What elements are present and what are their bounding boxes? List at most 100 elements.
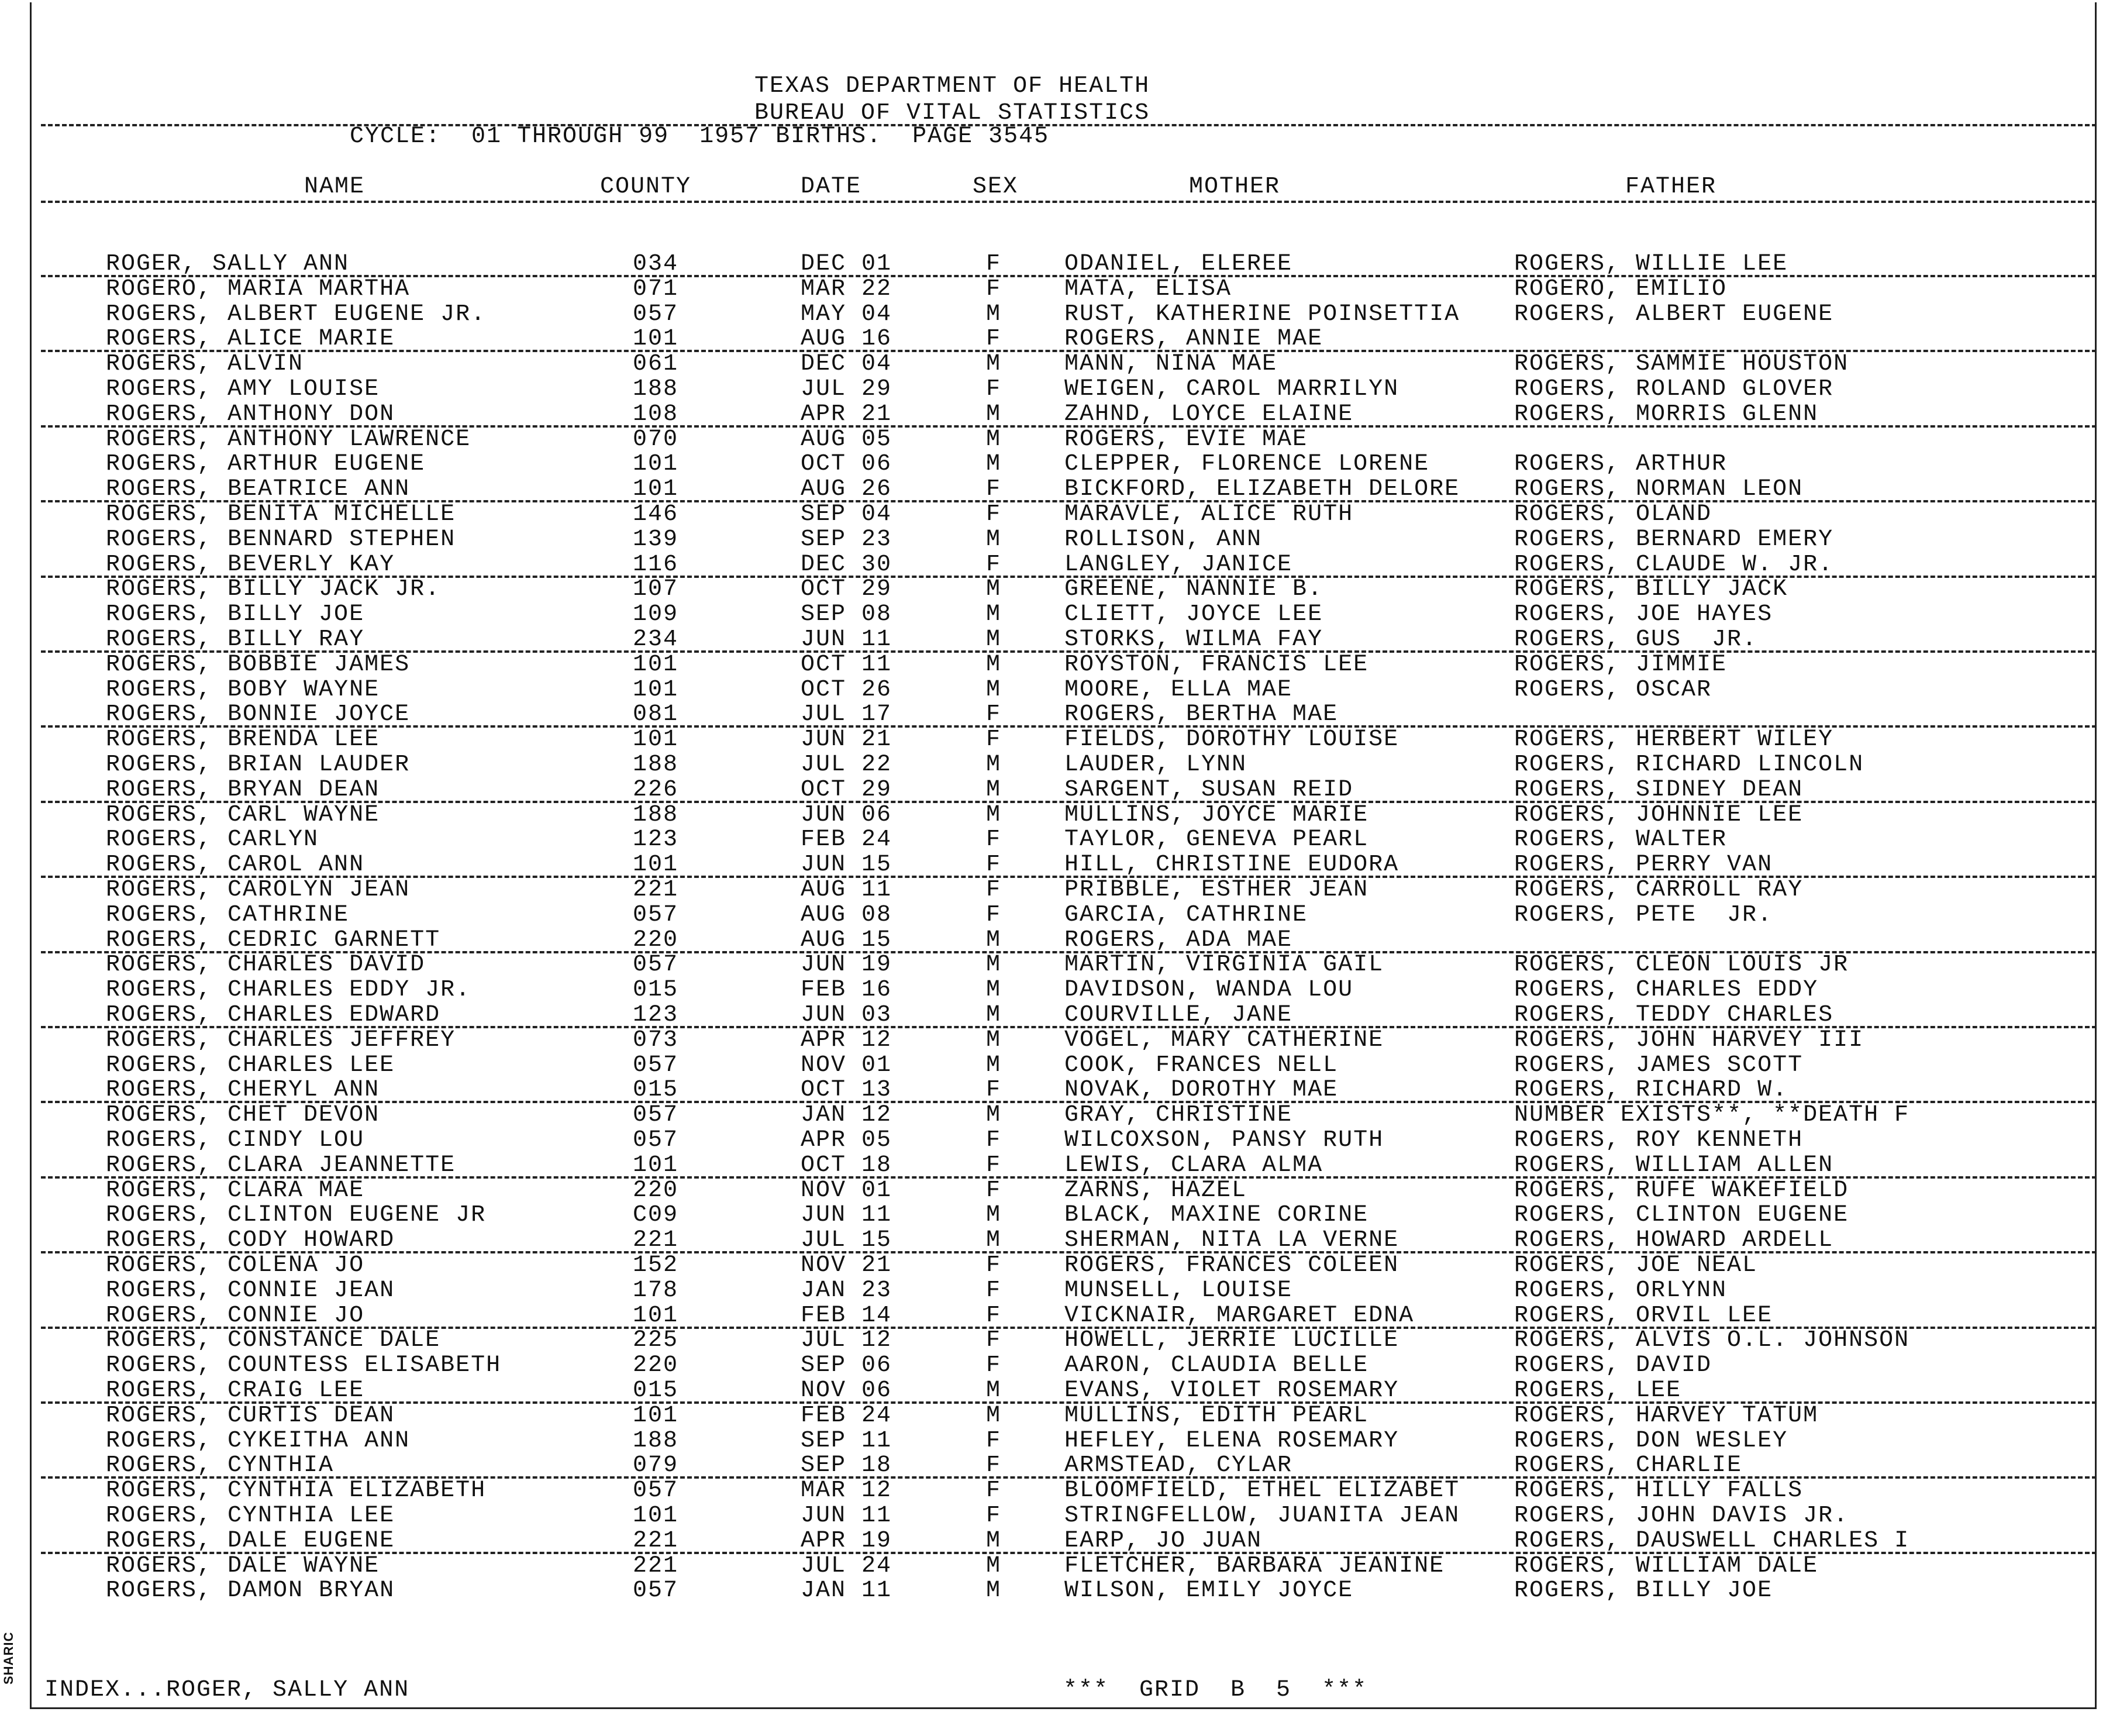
cell-date: DEC 30 (801, 551, 892, 578)
cell-name: ROGERS, BILLY RAY (106, 626, 365, 653)
cell-father: ROGERS, CLINTON EUGENE (1514, 1202, 1849, 1229)
cell-county: 057 (633, 1477, 679, 1504)
cell-date: JUL 24 (801, 1552, 892, 1579)
cell-name: ROGERS, CONSTANCE DALE (106, 1327, 441, 1354)
cell-mother: VOGEL, MARY CATHERINE (1064, 1027, 1384, 1053)
cell-mother: PRIBBLE, ESTHER JEAN (1064, 877, 1369, 903)
cell-name: ROGERS, CONNIE JO (106, 1302, 365, 1329)
cell-mother: ARMSTEAD, CYLAR (1064, 1452, 1293, 1479)
cell-mother: ZAHND, LOYCE ELAINE (1064, 401, 1354, 428)
cell-county: 057 (633, 1102, 679, 1129)
cell-sex: F (986, 826, 1002, 853)
cell-sex: M (986, 1227, 1002, 1254)
cell-mother: MULLINS, EDITH PEARL (1064, 1402, 1369, 1429)
cell-county: 116 (633, 551, 679, 578)
cell-county: 081 (633, 701, 679, 728)
cell-name: ROGERS, AMY LOUISE (106, 376, 380, 402)
cell-name: ROGERS, CAROL ANN (106, 852, 365, 879)
cell-date: AUG 15 (801, 926, 892, 953)
cell-county: 101 (633, 1402, 679, 1429)
cell-mother: ZARNS, HAZEL (1064, 1177, 1247, 1204)
cell-county: 152 (633, 1252, 679, 1279)
cell-sex: M (986, 1527, 1002, 1554)
cell-father: ROGERS, RUFE WAKEFIELD (1514, 1177, 1849, 1204)
row-divider (41, 800, 2097, 803)
cell-date: AUG 16 (801, 326, 892, 353)
cell-county: 146 (633, 501, 679, 528)
cell-mother: MARTIN, VIRGINIA GAIL (1064, 952, 1384, 979)
cell-mother: ROGERS, EVIE MAE (1064, 426, 1308, 453)
row-divider (41, 575, 2097, 578)
cell-county: 101 (633, 852, 679, 879)
cell-date: JUN 19 (801, 952, 892, 979)
cell-county: 188 (633, 752, 679, 778)
cell-mother: HOWELL, JERRIE LUCILLE (1064, 1327, 1400, 1354)
cell-name: ROGERS, BRIAN LAUDER (106, 752, 411, 778)
cell-date: JUN 03 (801, 1002, 892, 1028)
cell-sex: M (986, 776, 1002, 803)
cell-date: SEP 04 (801, 501, 892, 528)
cell-name: ROGERS, ANTHONY DON (106, 401, 395, 428)
cell-mother: BICKFORD, ELIZABETH DELORE (1064, 476, 1460, 503)
cell-name: ROGERS, CHARLES JEFFREY (106, 1027, 456, 1053)
cell-sex: M (986, 1377, 1002, 1404)
cell-name: ROGERS, DAMON BRYAN (106, 1577, 395, 1604)
cell-mother: GARCIA, CATHRINE (1064, 901, 1308, 928)
cell-sex: F (986, 1477, 1002, 1504)
cell-sex: M (986, 1202, 1002, 1229)
cell-father: ROGERS, GUS JR. (1514, 626, 1758, 653)
cell-name: ROGERS, BRYAN DEAN (106, 776, 380, 803)
cell-mother: WEIGEN, CAROL MARRILYN (1064, 376, 1400, 402)
cell-county: 101 (633, 1302, 679, 1329)
row-divider (41, 500, 2097, 503)
divider (41, 201, 2097, 203)
cell-county: 101 (633, 676, 679, 703)
cell-father: ROGERS, DAUSWELL CHARLES I (1514, 1527, 1910, 1554)
cell-father: ROGERS, TEDDY CHARLES (1514, 1002, 1834, 1028)
cell-name: ROGERS, DALE WAYNE (106, 1552, 380, 1579)
cell-sex: F (986, 275, 1002, 302)
cell-date: JAN 12 (801, 1102, 892, 1129)
cell-county: 221 (633, 1527, 679, 1554)
cell-name: ROGERS, CHERYL ANN (106, 1077, 380, 1104)
cell-mother: ROGERS, BERTHA MAE (1064, 701, 1339, 728)
cell-sex: M (986, 752, 1002, 778)
cell-mother: ROGERS, FRANCES COLEEN (1064, 1252, 1400, 1279)
cell-sex: F (986, 701, 1002, 728)
cell-mother: MARAVLE, ALICE RUTH (1064, 501, 1354, 528)
cell-name: ROGERS, BEVERLY KAY (106, 551, 395, 578)
cell-mother: DAVIDSON, WANDA LOU (1064, 977, 1354, 1004)
row-divider (41, 650, 2097, 653)
cell-mother: EARP, JO JUAN (1064, 1527, 1263, 1554)
cell-date: OCT 06 (801, 451, 892, 478)
cell-county: 108 (633, 401, 679, 428)
cell-father: ROGERS, LEE (1514, 1377, 1682, 1404)
cell-father: ROGERS, OSCAR (1514, 676, 1712, 703)
cell-sex: F (986, 901, 1002, 928)
cell-sex: M (986, 952, 1002, 979)
cell-sex: F (986, 1503, 1002, 1529)
row-divider (41, 1551, 2097, 1554)
cell-date: OCT 18 (801, 1152, 892, 1179)
cell-name: ROGERS, ALBERT EUGENE JR. (106, 301, 487, 328)
cell-county: 109 (633, 601, 679, 628)
cell-father: ROGERS, PETE JR. (1514, 901, 1773, 928)
cell-sex: M (986, 676, 1002, 703)
cell-county: 015 (633, 977, 679, 1004)
cell-mother: GRAY, CHRISTINE (1064, 1102, 1293, 1129)
cell-date: JUL 29 (801, 376, 892, 402)
cell-name: ROGERS, CHET DEVON (106, 1102, 380, 1129)
cell-father: ROGERS, RICHARD LINCOLN (1514, 752, 1864, 778)
cell-county: 101 (633, 1152, 679, 1179)
cell-name: ROGERS, BILLY JOE (106, 601, 365, 628)
cell-date: JUN 06 (801, 801, 892, 828)
cell-sex: M (986, 651, 1002, 678)
cell-county: 057 (633, 301, 679, 328)
cell-mother: TAYLOR, GENEVA PEARL (1064, 826, 1369, 853)
cell-sex: M (986, 1577, 1002, 1604)
cell-name: ROGERS, CLARA JEANNETTE (106, 1152, 456, 1179)
side-stamp: SHARIC (1, 1631, 16, 1685)
cell-name: ROGERS, BENNARD STEPHEN (106, 526, 456, 553)
cell-mother: STORKS, WILMA FAY (1064, 626, 1323, 653)
cell-county: 015 (633, 1077, 679, 1104)
